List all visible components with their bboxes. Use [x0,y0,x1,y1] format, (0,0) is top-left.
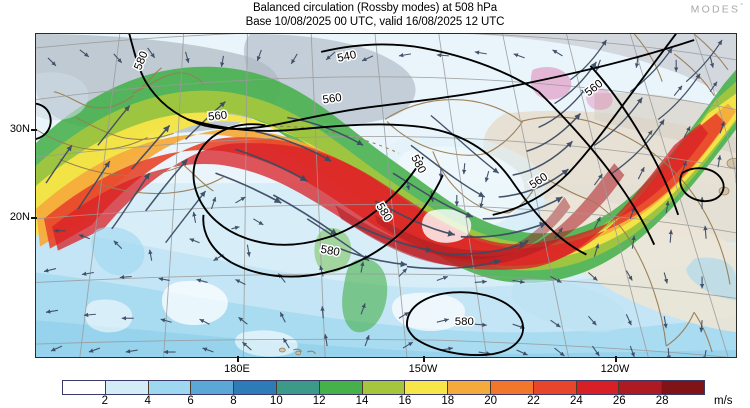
colorbar-swatch [533,381,577,394]
contour-label: 560 [322,92,343,107]
lon-tick-120w [615,356,617,362]
colorbar-tick: 6 [187,395,194,407]
map-canvas: 580 560 540 560 580 580 580 580 560 560 [36,34,736,357]
colorbar-swatch [405,381,449,394]
modes-logo-text: MODES [690,3,741,16]
colorbar-tick: 2 [101,395,109,407]
lat-tick-30n [31,129,37,131]
lon-tick-180e [237,356,239,362]
lon-label-150w: 150W [408,363,438,375]
contour-label: 580 [320,244,341,259]
map-panel[interactable]: 580 560 540 560 580 580 580 580 560 560 [35,33,737,358]
contour-label: 560 [208,110,228,124]
colorbar-tick: 16 [398,395,412,407]
colorbar-tick: 20 [484,395,498,407]
colorbar-tick-labels: 2 4 6 8 10 12 14 16 18 20 22 24 26 28 [0,395,750,408]
colorbar [62,380,705,395]
colorbar-unit-label: m/s [714,395,733,407]
colorbar-tick: 26 [612,395,626,407]
colorbar-swatch [234,381,277,394]
colorbar-swatch [662,381,704,394]
colorbar-swatch [576,381,620,394]
colorbar-swatch [448,381,491,394]
colorbar-tick: 24 [569,395,583,407]
contour-label: 540 [336,49,357,65]
lon-label-180e: 180E [224,363,250,375]
title-line-1: Balanced circulation (Rossby modes) at 5… [252,2,498,14]
colorbar-tick: 10 [269,395,283,407]
colorbar-swatch [276,381,320,394]
lat-label-20n: 20N [9,211,30,223]
title-line-2: Base 10/08/2025 00 UTC, valid 16/08/2025… [245,16,505,28]
lon-tick-150w [423,356,425,362]
colorbar-swatch [63,381,106,394]
colorbar-tick: 18 [441,395,455,407]
contour-label: 580 [455,316,474,328]
modes-logo: MODES° [691,3,743,16]
colorbar-swatch [619,381,663,394]
colorbar-tick: 8 [230,395,237,407]
lat-tick-20n [31,217,37,219]
colorbar-tick: 4 [144,395,151,407]
lat-label-30n: 30N [9,123,30,135]
colorbar-swatch [148,381,192,394]
colorbar-tick: 22 [527,395,540,407]
colorbar-swatch [105,381,149,394]
colorbar-tick: 28 [655,395,669,407]
colorbar-swatch [319,381,363,394]
colorbar-swatch [191,381,235,394]
colorbar-swatch [362,381,406,394]
modes-logo-mark: ° [740,3,743,10]
page-title: Balanced circulation (Rossby modes) at 5… [0,1,750,29]
colorbar-swatch [490,381,534,394]
lon-label-120w: 120W [600,363,630,375]
colorbar-tick: 12 [312,395,326,407]
colorbar-tick: 14 [355,395,369,407]
